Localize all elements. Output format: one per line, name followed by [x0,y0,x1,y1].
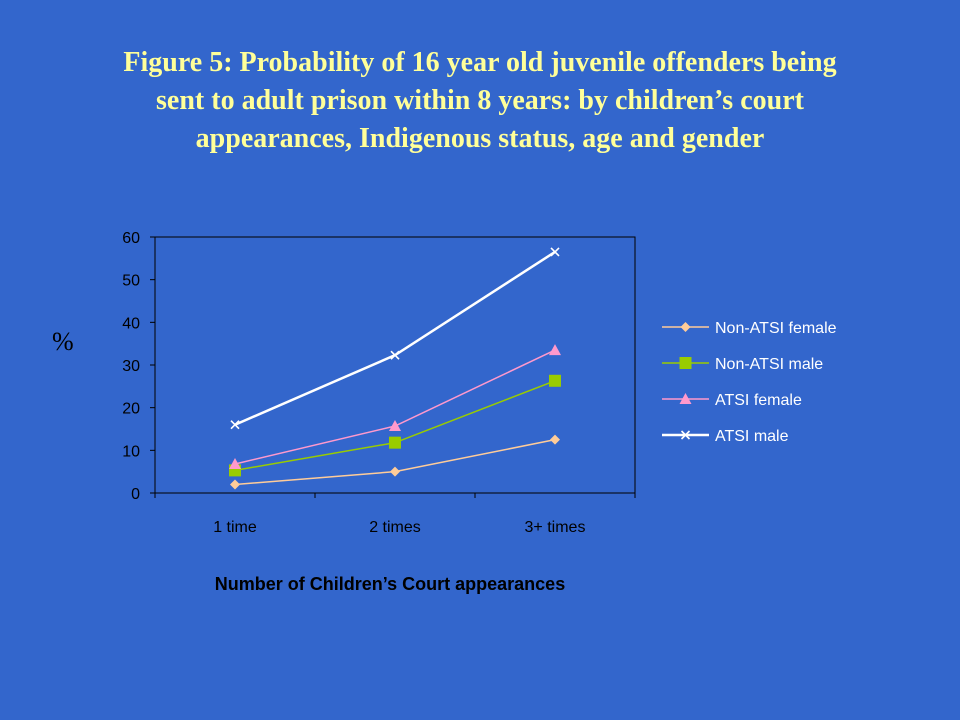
x-tick-label: 1 time [213,519,257,536]
y-tick-label: 40 [122,315,140,332]
y-tick-label: 20 [122,401,140,418]
title-line-2: sent to adult prison within 8 years: by … [156,85,804,116]
legend-marker-atsi-male [680,430,691,440]
data-point-atsi-male [230,420,240,430]
legend-label-non-atsi-female: Non-ATSI female [715,320,837,337]
legend-label-atsi-male: ATSI male [715,428,789,445]
data-point-atsi-female [549,344,561,356]
legend-marker-non-atsi-male [679,357,692,369]
y-tick-label: 30 [122,358,140,375]
data-point-non-atsi-female [550,434,560,445]
figure-title: Figure 5: Probability of 16 year old juv… [40,44,920,158]
y-tick-label: 50 [122,273,140,290]
title-line-3: appearances, Indigenous status, age and … [195,123,765,154]
legend-marker-non-atsi-female [680,322,691,332]
legend-label-non-atsi-male: Non-ATSI male [715,356,823,373]
y-tick-label: 0 [131,486,140,503]
data-point-atsi-male [550,247,560,257]
x-tick-label: 3+ times [525,519,586,536]
data-point-atsi-male [390,350,400,360]
x-axis-title: Number of Children’s Court appearances [214,574,566,594]
plot-area [154,236,636,494]
y-axis-title: % [52,327,74,356]
data-point-non-atsi-female [230,479,240,490]
x-tick-label: 2 times [369,519,421,536]
title-line-1: Figure 5: Probability of 16 year old juv… [123,47,837,78]
data-point-non-atsi-male [389,436,401,449]
data-point-atsi-female [229,457,241,469]
y-tick-label: 60 [122,230,140,247]
data-point-non-atsi-male [549,374,561,387]
data-point-non-atsi-female [390,466,400,477]
legend-marker-atsi-female [679,393,692,404]
y-tick-label: 10 [122,443,140,460]
legend-label-atsi-female: ATSI female [715,392,802,409]
data-point-atsi-female [389,420,401,432]
